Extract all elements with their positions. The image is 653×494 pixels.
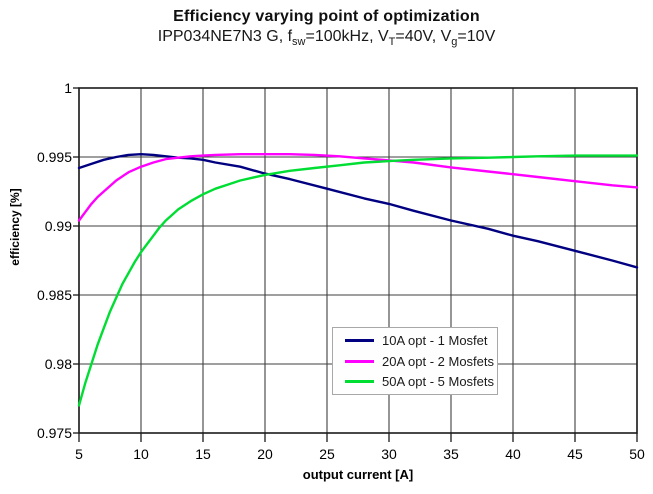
chart-title: Efficiency varying point of optimization — [173, 8, 480, 25]
subtitle-text: IPP034NE7N3 G, f — [157, 28, 293, 45]
subtitle-subscript: g — [451, 36, 458, 49]
subtitle-text: =10V — [457, 28, 496, 45]
y-tick-label: 0.99 — [44, 218, 72, 234]
x-tick-label: 15 — [195, 446, 211, 462]
legend-label: 10A opt - 1 Mosfet — [382, 333, 488, 349]
x-tick-label: 5 — [75, 446, 83, 462]
legend-label: 20A opt - 2 Mosfets — [382, 353, 495, 369]
plot-border — [78, 87, 638, 434]
chart-legend: 10A opt - 1 Mosfet 20A opt - 2 Mosfets 5… — [332, 327, 498, 395]
x-tick-label: 40 — [505, 446, 521, 462]
y-tick-label: 0.975 — [36, 425, 72, 441]
x-tick-label: 10 — [133, 446, 149, 462]
x-tick-label: 45 — [567, 446, 583, 462]
x-tick-label: 35 — [443, 446, 459, 462]
legend-line-swatch-magenta-icon — [345, 359, 374, 363]
y-tick-label: 0.995 — [36, 149, 72, 165]
x-tick-label: 20 — [257, 446, 273, 462]
x-tick-label: 25 — [319, 446, 335, 462]
x-axis-title: output current [A] — [302, 467, 414, 482]
y-tick-label: 0.98 — [44, 356, 72, 372]
subtitle-subscript: T — [388, 36, 396, 49]
series-line-1 — [77, 153, 639, 222]
subtitle-text: =40V, V — [395, 28, 452, 45]
subtitle-subscript: sw — [292, 36, 306, 49]
x-tick-label: 30 — [381, 446, 397, 462]
series-line-0 — [77, 153, 639, 269]
legend-item: 20A opt - 2 Mosfets — [345, 354, 497, 369]
y-tick-label: 1 — [64, 80, 72, 96]
legend-line-swatch-navy-icon — [345, 339, 374, 343]
legend-item: 50A opt - 5 Mosfets — [345, 374, 497, 389]
legend-item: 10A opt - 1 Mosfet — [345, 333, 497, 348]
series-line-2 — [77, 154, 639, 407]
legend-line-swatch-green-icon — [345, 379, 374, 383]
y-axis-title: efficiency [%] — [8, 188, 22, 266]
subtitle-text: =100kHz, V — [305, 28, 389, 45]
x-tick-label: 50 — [629, 446, 645, 462]
legend-label: 50A opt - 5 Mosfets — [382, 373, 495, 389]
y-tick-label: 0.985 — [36, 287, 72, 303]
chart-subtitle: IPP034NE7N3 G, fsw=100kHz, VT=40V, Vg=10… — [0, 28, 653, 48]
